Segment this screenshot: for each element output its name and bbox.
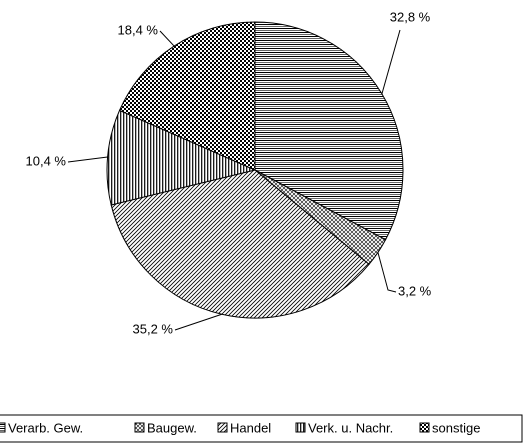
leader-line [174, 313, 222, 331]
legend-swatch [217, 422, 228, 433]
legend-box [0, 414, 523, 443]
data-label: 32,8 % [390, 9, 431, 24]
legend-label: Verarb. Gew. [8, 420, 83, 435]
legend-swatch [295, 422, 306, 433]
data-label: 35,2 % [133, 321, 174, 336]
leader-line [377, 252, 397, 293]
pie-slice [118, 21, 256, 171]
leader-line [67, 156, 108, 163]
legend-label: Verk. u. Nachr. [308, 420, 393, 435]
legend-swatch [0, 422, 6, 433]
data-label: 3,2 % [398, 283, 432, 298]
data-label: 10,4 % [26, 153, 67, 168]
pie-slice [254, 21, 404, 241]
pie-slice [110, 169, 370, 319]
legend-label: Baugew. [147, 420, 197, 435]
pie-slice [106, 109, 257, 206]
legend-swatch [134, 422, 145, 433]
legend-label: sonstige [432, 420, 480, 435]
leader-line [159, 30, 175, 47]
legend-label: Handel [230, 420, 271, 435]
legend-swatch [419, 422, 430, 433]
leader-line [381, 29, 401, 94]
data-label: 18,4 % [118, 22, 159, 37]
